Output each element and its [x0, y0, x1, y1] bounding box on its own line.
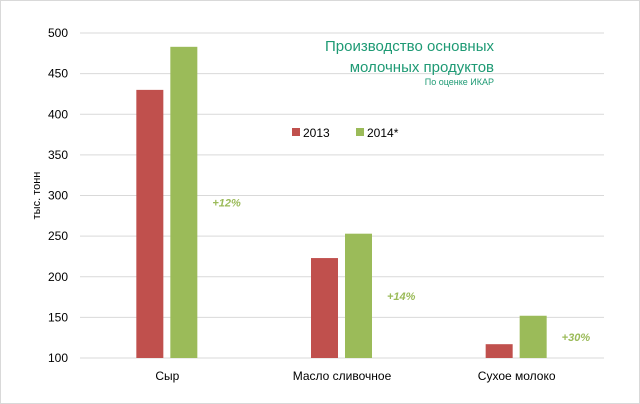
- bar-2013-1: [311, 258, 338, 358]
- x-tick-label: Сыр: [155, 369, 179, 383]
- y-axis-label: тыс. тонн: [31, 172, 43, 220]
- legend-label: 2014*: [367, 126, 399, 140]
- growth-annotation: +30%: [562, 332, 591, 344]
- y-tick-label: 400: [48, 107, 68, 121]
- y-tick-label: 150: [48, 310, 68, 324]
- y-tick-label: 250: [48, 229, 68, 243]
- bar-2014*-0: [170, 46, 198, 358]
- legend-label: 2013: [303, 126, 330, 140]
- bar-2014*-2: [519, 315, 547, 358]
- y-tick-label: 450: [48, 67, 68, 81]
- y-tick-label: 300: [48, 189, 68, 203]
- y-tick-label: 500: [48, 26, 68, 40]
- bar-2014*-1: [345, 233, 372, 358]
- growth-annotation: +14%: [387, 291, 416, 303]
- legend-swatch: [292, 128, 300, 136]
- y-tick-label: 100: [48, 351, 68, 365]
- x-tick-label: Масло сливочное: [293, 369, 392, 383]
- chart-subtitle: По оценке ИКАР: [424, 77, 494, 87]
- y-tick-label: 200: [48, 270, 68, 284]
- legend-swatch: [356, 128, 364, 136]
- x-tick-label: Сухое молоко: [478, 369, 556, 383]
- growth-annotation: +12%: [212, 197, 241, 209]
- bar-2013-0: [136, 89, 164, 358]
- bar-2013-2: [485, 344, 513, 358]
- chart-title: Производство основных молочных продуктов: [325, 38, 494, 76]
- y-tick-label: 350: [48, 148, 68, 162]
